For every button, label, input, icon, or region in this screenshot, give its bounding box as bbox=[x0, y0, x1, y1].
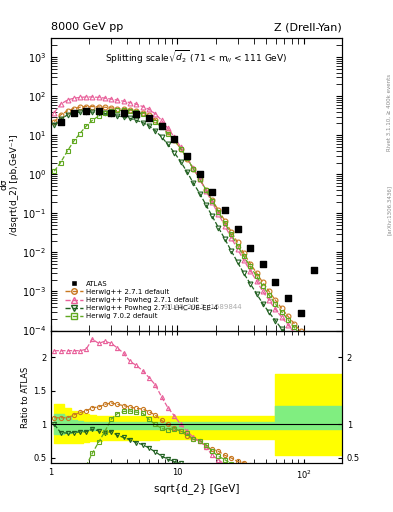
Point bbox=[222, 206, 228, 215]
Point bbox=[121, 110, 127, 118]
Point bbox=[171, 135, 177, 143]
Text: [arXiv:1306.3436]: [arXiv:1306.3436] bbox=[387, 185, 392, 235]
Y-axis label: Ratio to ATLAS: Ratio to ATLAS bbox=[21, 366, 30, 428]
Point bbox=[285, 293, 291, 302]
Text: Rivet 3.1.10, ≥ 400k events: Rivet 3.1.10, ≥ 400k events bbox=[387, 74, 392, 151]
Text: Splitting scale$\sqrt{d_2}$ (71 < m$_{ll}$ < 111 GeV): Splitting scale$\sqrt{d_2}$ (71 < m$_{ll… bbox=[105, 49, 288, 66]
Text: 8000 GeV pp: 8000 GeV pp bbox=[51, 22, 123, 32]
Point bbox=[133, 110, 140, 118]
Text: Z (Drell-Yan): Z (Drell-Yan) bbox=[274, 22, 342, 32]
Legend: ATLAS, Herwig++ 2.7.1 default, Herwig++ Powheg 2.7.1 default, Herwig++ Powheg 2.: ATLAS, Herwig++ 2.7.1 default, Herwig++ … bbox=[63, 279, 219, 321]
Point bbox=[95, 106, 102, 115]
Point bbox=[272, 278, 279, 286]
Y-axis label: dσ
/dsqrt(d_2) [pb,GeV⁻¹]: dσ /dsqrt(d_2) [pb,GeV⁻¹] bbox=[0, 134, 19, 235]
Point bbox=[146, 114, 152, 122]
Point bbox=[235, 225, 241, 233]
Text: ATLAS_2017_I1589844: ATLAS_2017_I1589844 bbox=[162, 303, 242, 310]
Point bbox=[71, 109, 77, 117]
Point bbox=[209, 188, 215, 196]
Point bbox=[184, 152, 190, 160]
Point bbox=[260, 260, 266, 268]
Point bbox=[196, 170, 203, 178]
X-axis label: sqrt{d_2} [GeV]: sqrt{d_2} [GeV] bbox=[154, 483, 239, 494]
Point bbox=[158, 122, 165, 130]
Point bbox=[311, 266, 317, 274]
Point bbox=[298, 309, 304, 317]
Point bbox=[108, 109, 114, 117]
Point bbox=[83, 106, 89, 115]
Point bbox=[57, 118, 64, 126]
Point bbox=[247, 244, 253, 252]
